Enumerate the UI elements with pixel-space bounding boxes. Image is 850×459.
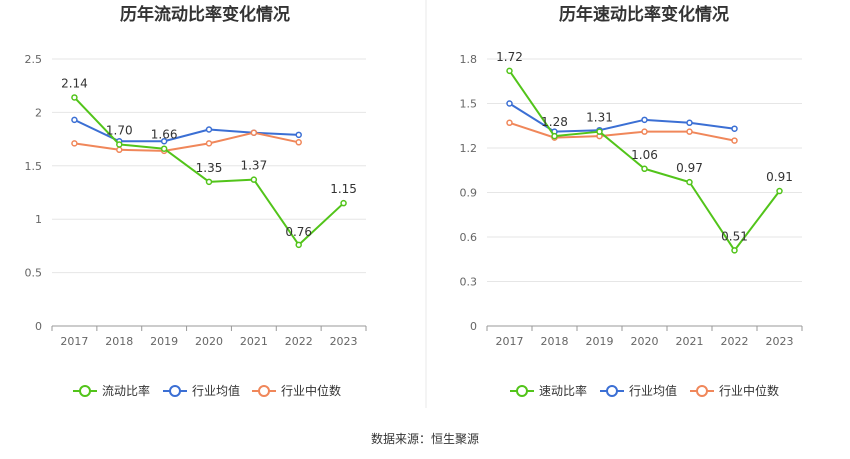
chart-panel-1: 历年流动比率变化情况 0 0.5 1 1.5 2 2.5 2017 2018 2019 2020 20… xyxy=(25,4,367,398)
legend-item-0: 速动比率 xyxy=(510,383,587,398)
data-point xyxy=(686,119,693,127)
y-tick-label: 1 xyxy=(35,213,42,226)
y-tick-label: 2.5 xyxy=(25,53,43,66)
data-point xyxy=(551,132,558,140)
x-tick-label: 2022 xyxy=(285,335,313,348)
data-label: 1.28 xyxy=(541,115,568,129)
y-tick-label: 1.5 xyxy=(25,160,43,173)
data-label: 0.51 xyxy=(721,229,748,243)
data-point xyxy=(71,116,78,124)
x-tick-label: 2023 xyxy=(330,335,358,348)
y-tick-label: 0.3 xyxy=(460,276,478,289)
data-point xyxy=(686,128,693,135)
legend-label: 行业均值 xyxy=(192,383,240,398)
data-point xyxy=(71,140,78,147)
x-tick-label: 2021 xyxy=(676,335,704,348)
data-label: 1.66 xyxy=(151,128,178,142)
data-label: 0.91 xyxy=(766,170,793,184)
legend-marker xyxy=(696,385,708,397)
data-point xyxy=(116,146,123,154)
legend-item-0: 流动比率 xyxy=(73,383,150,398)
legend-marker xyxy=(169,385,181,397)
data-point xyxy=(731,137,738,144)
legend-item-1: 行业均值 xyxy=(600,383,677,398)
data-point xyxy=(250,176,258,183)
y-tick-label: 0 xyxy=(35,320,42,333)
legend-item-2: 行业中位数 xyxy=(252,383,341,398)
legend-label: 行业中位数 xyxy=(281,383,341,398)
legend-label: 流动比率 xyxy=(102,383,150,398)
data-point xyxy=(71,94,78,101)
data-point xyxy=(295,241,302,249)
y-tick-label: 2 xyxy=(35,106,42,119)
data-point xyxy=(295,139,302,146)
chart-title: 历年速动比率变化情况 xyxy=(559,4,729,25)
data-point xyxy=(506,119,513,127)
data-label: 1.15 xyxy=(330,182,357,196)
legend-marker xyxy=(606,385,618,397)
y-tick-label: 1.8 xyxy=(460,53,478,66)
x-tick-label: 2018 xyxy=(541,335,569,348)
data-label: 1.35 xyxy=(196,161,223,175)
y-tick-label: 1.2 xyxy=(460,142,478,155)
y-tick-label: 0.5 xyxy=(25,267,43,280)
data-point xyxy=(641,116,648,124)
data-label: 2.14 xyxy=(61,76,88,90)
data-point xyxy=(116,141,123,148)
x-tick-label: 2023 xyxy=(766,335,794,348)
x-tick-label: 2019 xyxy=(150,335,178,348)
legend-item-1: 行业均值 xyxy=(163,383,240,398)
data-point xyxy=(205,140,213,147)
legend-marker xyxy=(516,385,528,397)
data-point xyxy=(340,199,347,207)
data-label: 1.72 xyxy=(496,50,523,64)
chart-title: 历年流动比率变化情况 xyxy=(120,4,290,25)
data-label: 0.76 xyxy=(285,225,312,239)
legend-label: 行业均值 xyxy=(629,383,677,398)
data-point xyxy=(596,128,603,135)
data-point xyxy=(776,187,783,195)
series-line-2 xyxy=(74,131,299,152)
legend-item-2: 行业中位数 xyxy=(690,383,779,398)
data-point xyxy=(295,131,302,139)
data-label: 1.37 xyxy=(240,159,267,173)
x-tick-label: 2021 xyxy=(240,335,268,348)
data-label: 1.06 xyxy=(631,148,658,162)
y-tick-label: 0 xyxy=(470,320,477,333)
data-point xyxy=(506,67,513,75)
y-tick-label: 1.5 xyxy=(460,98,478,111)
x-tick-label: 2019 xyxy=(586,335,614,348)
data-point xyxy=(731,125,738,132)
data-point xyxy=(506,100,513,107)
chart-panel-2: 历年速动比率变化情况 0 0.3 0.6 0.9 1.2 1.5 1.8 2017 2018 201… xyxy=(460,4,803,398)
x-tick-label: 2017 xyxy=(496,335,524,348)
legend-label: 速动比率 xyxy=(539,383,587,398)
x-tick-label: 2020 xyxy=(631,335,659,348)
data-point xyxy=(160,137,168,145)
source-note: 数据来源：恒生聚源 xyxy=(370,432,479,446)
x-tick-label: 2022 xyxy=(721,335,749,348)
x-tick-label: 2018 xyxy=(105,335,133,348)
data-point xyxy=(205,126,213,133)
legend-marker xyxy=(258,385,270,397)
data-label: 0.97 xyxy=(676,161,703,175)
legend-label: 行业中位数 xyxy=(719,383,779,398)
legend-marker xyxy=(79,385,91,397)
y-tick-label: 0.9 xyxy=(460,187,478,200)
y-tick-label: 0.6 xyxy=(460,231,478,244)
x-tick-label: 2017 xyxy=(60,335,88,348)
data-point xyxy=(160,145,168,152)
data-point xyxy=(250,129,258,136)
data-label: 1.70 xyxy=(106,123,133,137)
data-point xyxy=(641,165,648,173)
data-point xyxy=(641,128,648,135)
series-line-2 xyxy=(509,121,735,142)
data-point xyxy=(731,247,738,254)
data-point xyxy=(686,178,693,186)
x-tick-label: 2020 xyxy=(195,335,223,348)
data-point xyxy=(205,178,213,186)
data-label: 1.31 xyxy=(586,111,613,125)
